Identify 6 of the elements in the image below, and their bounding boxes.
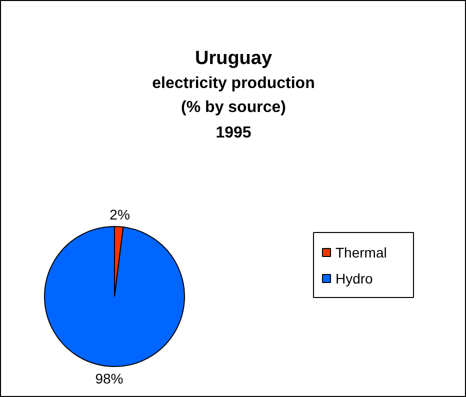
- chart-title: Uruguay: [194, 48, 272, 69]
- legend-label: Hydro: [336, 270, 374, 286]
- data-label: 98%: [95, 370, 124, 386]
- legend-label: Thermal: [336, 244, 387, 260]
- data-label: 2%: [110, 206, 130, 223]
- chart-subtitle: electricity production (% by source) 1995: [152, 75, 315, 142]
